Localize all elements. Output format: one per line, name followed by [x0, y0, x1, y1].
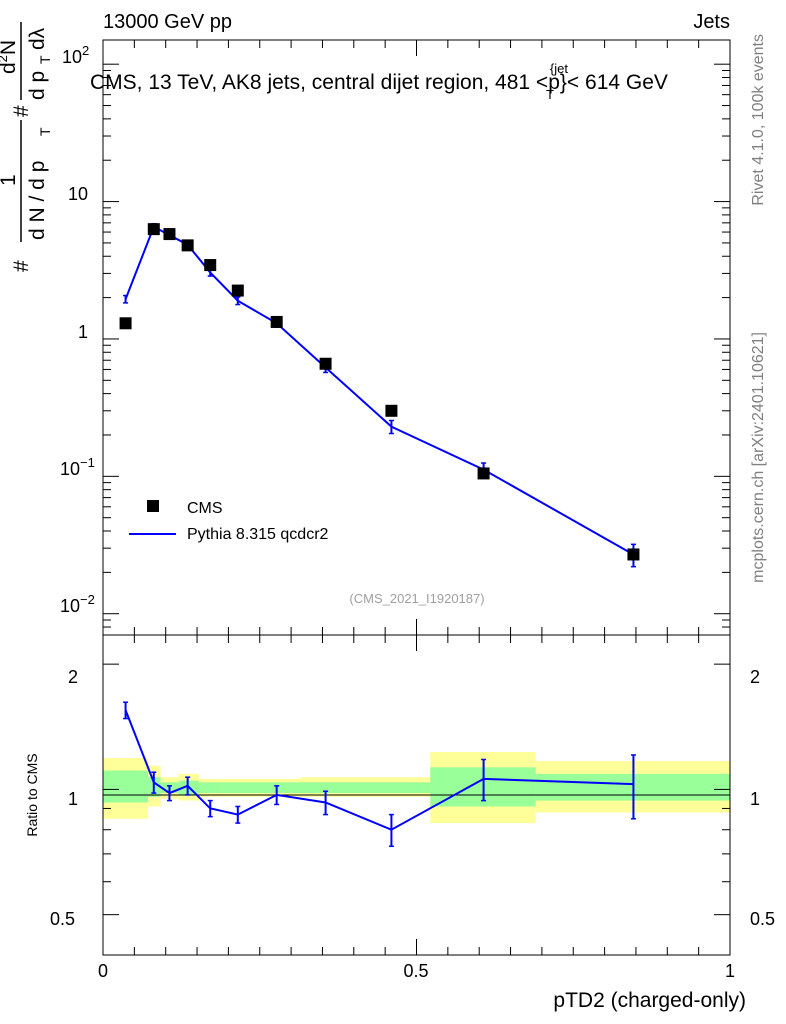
ratio-green-band: [198, 782, 223, 794]
chart-title: CMS, 13 TeV, AK8 jets, central dijet reg…: [90, 61, 668, 102]
cms-data-point: [319, 357, 332, 370]
ratio-ylabel: Ratio to CMS: [24, 753, 40, 836]
ytick-label-1e2: 102: [62, 43, 89, 67]
cms-data-point: [181, 239, 194, 252]
cms-data-point: [627, 548, 640, 561]
ytick-label-1e-2: 10−2: [60, 592, 95, 616]
ylabel-one: 1: [0, 174, 20, 186]
ratio-bands: [103, 751, 730, 824]
ratio-ytick-label-0-5-right: 0.5: [750, 909, 775, 929]
legend-cms-marker: [147, 500, 159, 512]
ratio-ytick-label-1-right: 1: [750, 789, 760, 809]
ratio-green-band: [300, 782, 431, 794]
cms-data-point: [231, 284, 244, 297]
cms-data-point: [163, 228, 176, 241]
legend-pythia-label: Pythia 8.315 qcdcr2: [187, 526, 329, 543]
header-left-label: 13000 GeV pp: [103, 11, 232, 33]
main-ylabel: # 1 d N / d p T # d2N d p T dλ: [0, 22, 53, 272]
cms-data-point: [270, 315, 283, 328]
ytick-label-10: 10: [68, 184, 88, 204]
main-ticks: [102, 40, 731, 636]
ratio-ytick-label-1: 1: [68, 789, 78, 809]
xtick-label-1: 1: [725, 961, 735, 981]
cms-data-point: [204, 259, 217, 272]
ylabel-dlambda: dλ: [26, 27, 49, 50]
main-panel: 10−2 10−1 1 10 102 # 1 d N / d p T # d2N…: [0, 22, 731, 636]
ylabel-t-sub-1: T: [37, 127, 53, 136]
cms-data-point: [385, 404, 398, 417]
ratio-ytick-label-2-right: 2: [750, 667, 760, 687]
main-ytick-labels: 10−2 10−1 1 10 102: [60, 43, 95, 616]
ylabel-dpt: d p: [26, 71, 49, 100]
mcplots-label: mcplots.cern.ch [arXiv:2401.10621]: [750, 332, 767, 583]
ylabel-d2n: d2N: [0, 40, 20, 74]
cms-data-point: [477, 467, 490, 480]
ylabel-dn-dpt: d N / d p: [26, 161, 49, 240]
cms-data-point: [119, 317, 132, 330]
ratio-green-band: [103, 770, 149, 803]
ratio-green-band: [222, 782, 254, 794]
header-right-label: Jets: [693, 11, 730, 33]
ratio-series: [123, 701, 636, 848]
analysis-watermark: (CMS_2021_I1920187): [349, 591, 484, 606]
main-series: [119, 222, 640, 568]
xtick-label-0-5: 0.5: [403, 961, 428, 981]
ratio-ticks: [102, 635, 731, 956]
legend-cms-label: CMS: [187, 500, 223, 517]
rivet-label: Rivet 4.1.0, 100k events: [750, 34, 767, 206]
ytick-label-1: 1: [78, 322, 88, 342]
ytick-label-1e-1: 10−1: [60, 455, 95, 479]
x-axis-label: pTD2 (charged-only): [553, 989, 746, 1012]
ratio-ytick-label-2: 2: [68, 667, 78, 687]
main-frame: [102, 39, 731, 636]
legend: CMS Pythia 8.315 qcdcr2: [129, 500, 329, 543]
cms-data-point: [147, 223, 160, 236]
ylabel-t-sub-2: T: [37, 55, 53, 64]
xtick-label-0: 0: [98, 961, 108, 981]
ratio-panel: 2 1 0.5 2 1 0.5 Ratio to CMS 0 0.5 1 pTD…: [24, 634, 775, 1012]
ylabel-hash-2: #: [10, 105, 33, 117]
ratio-ytick-label-0-5: 0.5: [50, 909, 75, 929]
ylabel-hash-1: #: [10, 260, 33, 272]
